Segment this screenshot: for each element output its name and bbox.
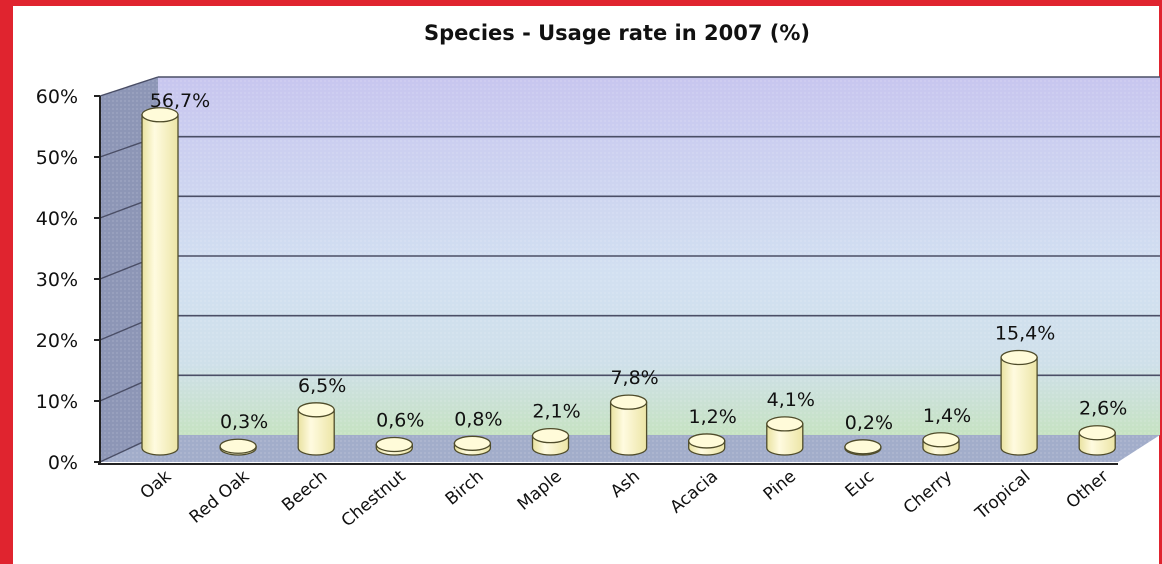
value-label: 4,1% bbox=[767, 389, 815, 411]
category-labels: Oak Red Oak Beech Chestnut Birch Maple Ash Acac… bbox=[137, 466, 1113, 531]
bar-body bbox=[297, 409, 335, 456]
frame-top-border bbox=[0, 0, 1162, 6]
value-label: 56,7% bbox=[150, 90, 210, 112]
y-tick-label: 50% bbox=[36, 147, 78, 169]
bar-body bbox=[609, 401, 648, 456]
bar-pine bbox=[766, 416, 804, 456]
bar-maple bbox=[531, 428, 570, 456]
value-label: 0,3% bbox=[220, 411, 268, 433]
category-label: Oak bbox=[137, 466, 176, 503]
bar-body bbox=[141, 114, 179, 456]
bar-top bbox=[453, 435, 492, 451]
bar-top bbox=[609, 394, 648, 410]
bar-top bbox=[688, 433, 726, 449]
bar-top bbox=[844, 439, 882, 455]
value-label: 2,1% bbox=[532, 401, 580, 423]
value-label: 0,6% bbox=[376, 409, 424, 431]
bar-other bbox=[1078, 425, 1116, 456]
bar-birch bbox=[453, 435, 492, 456]
y-tick-label: 0% bbox=[48, 452, 78, 474]
y-tick-label: 20% bbox=[36, 330, 78, 352]
bar-cherry bbox=[922, 432, 960, 456]
category-label: Acacia bbox=[666, 467, 721, 518]
y-tick-label: 10% bbox=[36, 391, 78, 413]
category-label: Pine bbox=[760, 467, 800, 505]
value-label: 1,4% bbox=[923, 405, 971, 427]
category-label: Chestnut bbox=[338, 466, 410, 531]
bar-acacia bbox=[688, 433, 726, 456]
y-axis bbox=[98, 96, 1118, 465]
gridlines bbox=[94, 76, 1160, 463]
bar-body bbox=[1000, 356, 1038, 456]
bar-red-oak bbox=[219, 438, 257, 456]
bar-ash bbox=[609, 394, 648, 456]
y-tick-label: 30% bbox=[36, 269, 78, 291]
bars bbox=[141, 107, 1116, 456]
y-tick-label: 40% bbox=[36, 208, 78, 230]
category-label: Ash bbox=[607, 467, 644, 502]
side-gridline-6 bbox=[99, 76, 159, 97]
bar-top bbox=[375, 436, 413, 453]
bar-chestnut bbox=[375, 436, 413, 456]
value-label: 0,2% bbox=[845, 412, 893, 434]
bar-top bbox=[531, 428, 570, 444]
bar-top bbox=[219, 438, 257, 454]
category-label: Birch bbox=[442, 467, 488, 510]
y-tick-labels: 0% 10% 20% 30% 40% 50% 60% bbox=[36, 86, 78, 474]
value-label: 15,4% bbox=[995, 322, 1055, 344]
bar-body bbox=[766, 423, 804, 456]
value-label: 6,5% bbox=[298, 375, 346, 397]
bar-beech bbox=[297, 402, 335, 456]
value-label: 1,2% bbox=[689, 406, 737, 428]
bar-top bbox=[1078, 425, 1116, 441]
bar-oak bbox=[141, 107, 179, 456]
bar-top bbox=[1000, 349, 1038, 366]
chart-title: Species - Usage rate in 2007 (%) bbox=[424, 21, 810, 45]
bar-top bbox=[141, 107, 179, 123]
value-label: 0,8% bbox=[454, 408, 502, 430]
category-label: Euc bbox=[842, 467, 879, 502]
bar-tropical bbox=[1000, 349, 1038, 456]
bar-top bbox=[766, 416, 804, 432]
y-tick-label: 60% bbox=[36, 86, 78, 108]
category-label: Beech bbox=[278, 467, 331, 516]
bar-top bbox=[297, 402, 335, 418]
value-label: 2,6% bbox=[1079, 398, 1127, 420]
category-label: Other bbox=[1063, 467, 1113, 513]
value-label: 7,8% bbox=[610, 367, 658, 389]
category-label: Tropical bbox=[971, 467, 1034, 525]
bar-top bbox=[922, 432, 960, 448]
category-label: Cherry bbox=[900, 467, 956, 519]
frame-left-border bbox=[0, 0, 13, 564]
category-label: Red Oak bbox=[186, 466, 254, 527]
frame-right-border bbox=[1159, 0, 1162, 564]
value-labels: 56,7% 0,3% 6,5% 0,6% 0,8% 2,1% 7,8% 1,2% 4,1% 0,2… bbox=[150, 90, 1128, 434]
bar-euc bbox=[844, 439, 882, 456]
category-label: Maple bbox=[514, 467, 566, 515]
